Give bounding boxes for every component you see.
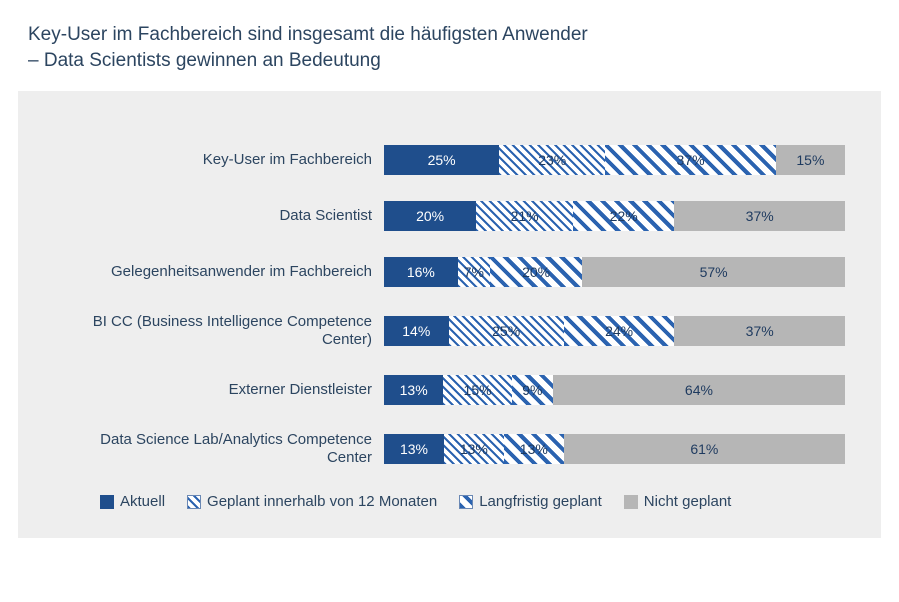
- bar-segment-langfrist: 20%: [490, 257, 582, 287]
- bar-row: Key-User im Fachbereich25%23%37%15%: [54, 145, 845, 175]
- bar-segment-nicht: 57%: [582, 257, 845, 287]
- bar-segment-plan12: 25%: [449, 316, 564, 346]
- title-line-2: – Data Scientists gewinnen an Bedeutung: [28, 48, 871, 74]
- bar-segment-nicht: 64%: [553, 375, 845, 405]
- row-label: Data Science Lab/Analytics Competence Ce…: [54, 431, 384, 467]
- bar-rows: Key-User im Fachbereich25%23%37%15%Data …: [54, 145, 845, 467]
- bar-segment-nicht: 37%: [674, 316, 845, 346]
- bar-segment-aktuell: 25%: [384, 145, 499, 175]
- bar-track: 16%7%20%57%: [384, 257, 845, 287]
- legend-swatch-grey-icon: [624, 495, 638, 509]
- bar-segment-aktuell: 13%: [384, 375, 443, 405]
- bar-segment-nicht: 15%: [776, 145, 845, 175]
- legend-label: Langfristig geplant: [479, 493, 602, 510]
- bar-track: 20%21%22%37%: [384, 201, 845, 231]
- title-line-1: Key-User im Fachbereich sind insgesamt d…: [28, 22, 871, 48]
- bar-segment-langfrist: 9%: [512, 375, 553, 405]
- bar-segment-plan12: 7%: [458, 257, 490, 287]
- chart-panel: Key-User im Fachbereich25%23%37%15%Data …: [18, 91, 881, 538]
- bar-track: 14%25%24%37%: [384, 316, 845, 346]
- bar-segment-plan12: 23%: [499, 145, 605, 175]
- bar-segment-aktuell: 16%: [384, 257, 458, 287]
- legend: Aktuell Geplant innerhalb von 12 Monaten…: [100, 493, 845, 510]
- bar-segment-langfrist: 24%: [564, 316, 675, 346]
- bar-segment-langfrist: 22%: [573, 201, 674, 231]
- legend-item-plan12: Geplant innerhalb von 12 Monaten: [187, 493, 437, 510]
- legend-swatch-stripes-icon: [459, 495, 473, 509]
- legend-swatch-dots-icon: [187, 495, 201, 509]
- bar-track: 25%23%37%15%: [384, 145, 845, 175]
- bar-row: BI CC (Business Intelligence Competence …: [54, 313, 845, 349]
- row-label: Data Scientist: [54, 207, 384, 225]
- bar-segment-plan12: 15%: [443, 375, 511, 405]
- legend-item-aktuell: Aktuell: [100, 493, 165, 510]
- bar-segment-langfrist: 37%: [605, 145, 776, 175]
- bar-track: 13%15%9%64%: [384, 375, 845, 405]
- bar-track: 13%13%13%61%: [384, 434, 845, 464]
- bar-segment-langfrist: 13%: [504, 434, 564, 464]
- bar-row: Gelegenheitsanwender im Fachbereich16%7%…: [54, 257, 845, 287]
- legend-label: Aktuell: [120, 493, 165, 510]
- legend-item-nicht: Nicht geplant: [624, 493, 732, 510]
- row-label: BI CC (Business Intelligence Competence …: [54, 313, 384, 349]
- bar-segment-nicht: 61%: [564, 434, 845, 464]
- bar-segment-aktuell: 14%: [384, 316, 449, 346]
- bar-segment-plan12: 21%: [476, 201, 573, 231]
- bar-row: Data Science Lab/Analytics Competence Ce…: [54, 431, 845, 467]
- legend-label: Nicht geplant: [644, 493, 732, 510]
- bar-row: Externer Dienstleister13%15%9%64%: [54, 375, 845, 405]
- row-label: Key-User im Fachbereich: [54, 151, 384, 169]
- bar-segment-plan12: 13%: [444, 434, 504, 464]
- legend-item-langfrist: Langfristig geplant: [459, 493, 602, 510]
- bar-row: Data Scientist20%21%22%37%: [54, 201, 845, 231]
- bar-segment-aktuell: 13%: [384, 434, 444, 464]
- bar-segment-aktuell: 20%: [384, 201, 476, 231]
- row-label: Gelegenheitsanwender im Fachbereich: [54, 263, 384, 281]
- legend-label: Geplant innerhalb von 12 Monaten: [207, 493, 437, 510]
- bar-segment-nicht: 37%: [674, 201, 845, 231]
- legend-swatch-solid-icon: [100, 495, 114, 509]
- row-label: Externer Dienstleister: [54, 381, 384, 399]
- chart-title: Key-User im Fachbereich sind insgesamt d…: [0, 0, 899, 91]
